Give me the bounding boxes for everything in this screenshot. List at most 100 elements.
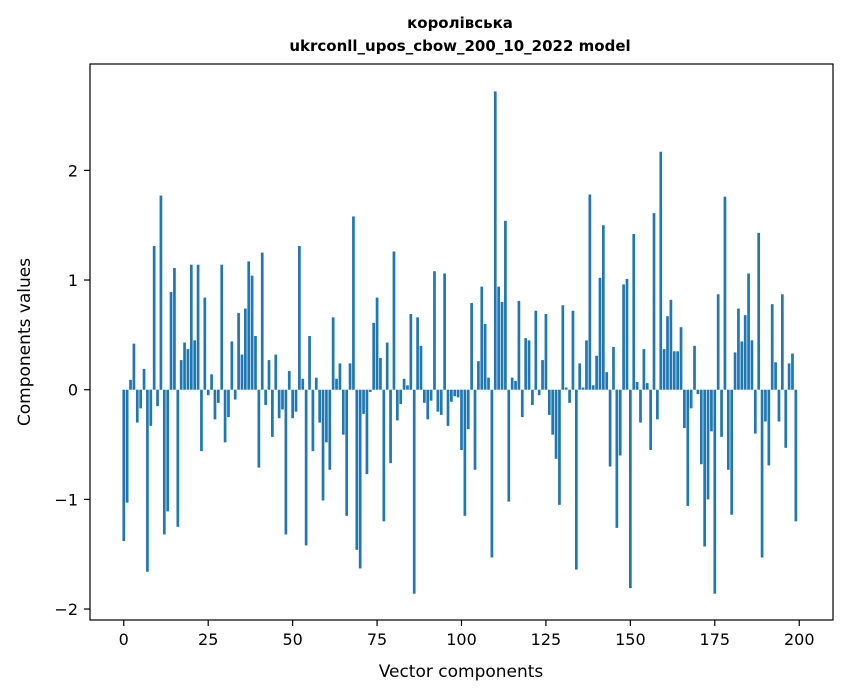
bar [227,389,230,418]
bar [639,389,642,423]
y-axis-label: Components values [15,258,35,426]
bar [240,354,244,390]
bar [358,389,362,569]
bar [666,316,669,390]
bar [747,273,750,390]
bar [304,389,308,546]
bar [659,151,663,390]
bar [767,389,771,466]
x-tick-label: 175 [700,630,731,649]
bar [409,314,413,390]
bar [341,389,345,435]
bar [629,389,632,589]
bar [159,195,163,390]
bar [375,297,379,390]
bar [308,335,311,390]
bar [284,389,288,535]
bar [791,353,794,390]
bar [162,389,166,535]
bar [598,277,602,390]
x-tick-label: 200 [784,630,815,649]
bar [277,389,281,419]
bar [385,342,389,390]
bar [338,363,342,390]
bar [480,286,484,390]
bar [574,389,578,570]
bar [473,389,477,470]
bar [514,380,517,390]
bar [460,389,463,451]
bar [311,389,315,452]
bar [544,314,548,390]
x-tick-label: 50 [282,630,302,649]
bar [561,305,565,390]
bar [632,233,636,390]
bar [504,220,507,390]
x-tick-label: 100 [446,630,477,649]
bar [605,372,609,390]
bar [534,310,538,390]
bar [355,389,359,550]
bar [652,213,656,390]
bar [294,389,298,412]
bar [649,389,652,451]
bar [281,389,284,410]
bar [686,389,690,506]
bar [591,385,595,390]
bar [571,310,575,390]
bar [588,194,592,390]
bar [737,308,740,390]
bar [774,362,777,390]
bar [706,389,710,500]
bar [257,389,261,468]
bar [720,389,723,437]
bar [267,360,271,390]
bar [314,377,318,390]
bar [125,389,129,503]
bar [618,389,622,456]
bar [784,389,788,448]
bar [166,389,170,512]
bar [186,349,190,390]
bar [328,389,332,470]
bar [412,389,416,594]
bar [601,225,605,390]
bar [453,389,457,397]
bar [477,361,480,390]
bar [777,389,781,422]
bar [517,300,521,390]
bar [612,346,615,390]
bar [446,389,450,426]
bar [500,301,504,390]
bar [220,264,224,390]
bar [416,317,419,390]
bar [622,284,625,390]
bar [740,341,744,390]
bar [298,246,301,390]
x-axis-label: Vector components [379,662,544,682]
bar [520,389,524,418]
bar [608,389,612,467]
bar [135,389,139,423]
bar [770,304,774,390]
bar [149,389,153,426]
bar [129,379,132,390]
bar [463,389,467,516]
bar [169,292,173,390]
bar [189,264,193,390]
bar [210,374,213,390]
x-tick-label: 75 [367,630,387,649]
bar [291,389,294,419]
bar [345,389,349,516]
bar [787,363,791,390]
bar [392,251,396,390]
bar [402,378,406,390]
bar [524,338,528,390]
bar [780,294,784,390]
bar [260,252,264,390]
bar [450,389,453,402]
bar [547,389,551,415]
bar [439,389,443,415]
bar [193,340,197,390]
